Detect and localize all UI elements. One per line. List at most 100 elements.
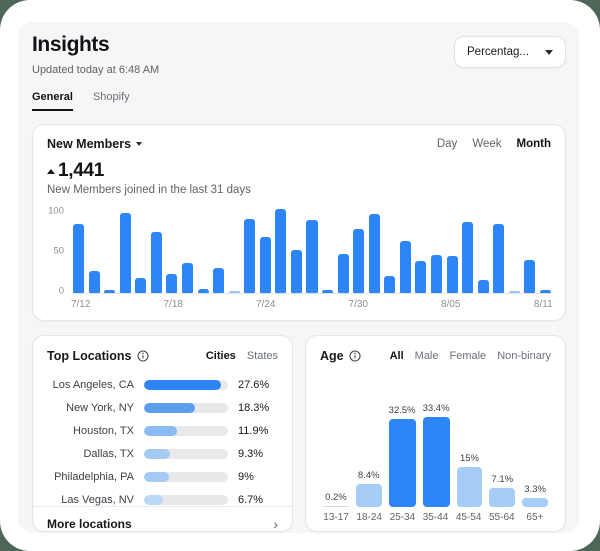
tab-all[interactable]: All bbox=[389, 350, 404, 362]
bar bbox=[539, 289, 551, 293]
age-title: Age bbox=[320, 349, 344, 363]
age-category: 65+ bbox=[526, 512, 544, 523]
page-header: Insights Updated today at 6:48 AM Percen… bbox=[32, 33, 566, 76]
location-value: 6.7% bbox=[238, 493, 264, 506]
filter-select-value: Percentag... bbox=[467, 46, 530, 58]
tab-non-binary[interactable]: Non-binary bbox=[497, 350, 551, 362]
bar bbox=[508, 291, 520, 293]
age-body: Age All Male Female Non-binary 0.2% 8. bbox=[306, 336, 565, 531]
x-tick-label: 8/11 bbox=[533, 299, 553, 310]
bars-container bbox=[73, 208, 551, 293]
age-value-label: 3.3% bbox=[524, 484, 546, 496]
top-locations-title-group: Top Locations bbox=[47, 349, 149, 363]
x-tick-label: 7/30 bbox=[348, 299, 368, 310]
age-column: 33.4% bbox=[422, 371, 450, 507]
bar bbox=[306, 219, 318, 293]
bar bbox=[399, 241, 411, 293]
age-category: 18-24 bbox=[356, 512, 382, 523]
x-tick-label: 7/24 bbox=[256, 299, 276, 310]
location-row: Dallas, TX 9.3% bbox=[47, 447, 278, 460]
age-category: 45-54 bbox=[455, 512, 482, 523]
bar bbox=[290, 250, 302, 293]
bar bbox=[104, 290, 116, 293]
bar bbox=[384, 275, 396, 293]
age-category: 25-34 bbox=[389, 512, 416, 523]
new-members-subtitle: New Members joined in the last 31 days bbox=[47, 184, 251, 196]
location-value: 27.6% bbox=[238, 378, 270, 391]
new-members-value-row: 1,441 bbox=[47, 160, 551, 182]
location-value: 9.3% bbox=[238, 447, 264, 460]
age-category: 35-44 bbox=[422, 512, 449, 523]
bar bbox=[275, 208, 287, 293]
location-label: Dallas, TX bbox=[83, 447, 134, 460]
tab-shopify[interactable]: Shopify bbox=[92, 91, 130, 103]
age-chart: 0.2% 8.4% 32.5% 33.4% 15% 7.1% 3.3% bbox=[320, 371, 551, 507]
bar bbox=[259, 237, 271, 293]
bar bbox=[493, 224, 505, 293]
new-members-title: New Members bbox=[47, 137, 132, 151]
percentage-filter-select[interactable]: Percentag... bbox=[454, 36, 566, 68]
bar bbox=[135, 278, 147, 293]
location-row: Las Vegas, NV 6.7% bbox=[47, 493, 278, 506]
age-column: 7.1% bbox=[489, 371, 516, 507]
age-value-label: 8.4% bbox=[357, 470, 380, 482]
location-row: New York, NY 18.3% bbox=[47, 401, 278, 414]
tab-general[interactable]: General bbox=[32, 91, 73, 111]
bar bbox=[415, 261, 427, 293]
location-value: 11.9% bbox=[238, 424, 269, 437]
bar bbox=[388, 419, 416, 507]
location-bar-track bbox=[144, 425, 228, 436]
age-value-label: 15% bbox=[459, 452, 479, 464]
location-bar-fill bbox=[144, 471, 170, 482]
top-locations-header: Top Locations Cities States bbox=[47, 349, 278, 363]
new-members-metric-select[interactable]: New Members bbox=[47, 137, 143, 151]
tab-cities[interactable]: Cities bbox=[205, 350, 236, 362]
info-icon[interactable] bbox=[136, 350, 149, 362]
period-tab-day[interactable]: Day bbox=[436, 138, 458, 150]
updated-timestamp: Updated today at 6:48 AM bbox=[32, 64, 160, 76]
location-bar-fill bbox=[144, 402, 196, 413]
info-icon[interactable] bbox=[349, 350, 361, 362]
tab-female[interactable]: Female bbox=[449, 350, 487, 362]
bar bbox=[462, 222, 474, 293]
location-bar-fill bbox=[144, 494, 163, 505]
bar bbox=[430, 255, 442, 293]
location-label: Las Vegas, NV bbox=[61, 493, 134, 506]
plot-area bbox=[73, 208, 551, 294]
location-bar-track bbox=[144, 471, 228, 482]
age-value-label: 0.2% bbox=[325, 492, 347, 503]
y-tick: 50 bbox=[53, 245, 64, 257]
age-category: 13-17 bbox=[323, 512, 349, 523]
period-tab-week[interactable]: Week bbox=[472, 138, 502, 150]
age-column: 15% bbox=[456, 371, 483, 507]
page-title: Insights bbox=[32, 33, 110, 56]
tab-states[interactable]: States bbox=[246, 350, 278, 362]
page-surface: Insights Updated today at 6:48 AM Percen… bbox=[18, 22, 579, 533]
bar bbox=[353, 228, 365, 293]
bar bbox=[119, 213, 131, 293]
tab-male[interactable]: Male bbox=[414, 350, 439, 362]
bottom-cards-row: Top Locations Cities States Los Angeles,… bbox=[32, 335, 566, 532]
age-title-group: Age bbox=[320, 349, 361, 363]
y-tick: 100 bbox=[48, 205, 64, 217]
header-text: Insights Updated today at 6:48 AM bbox=[32, 33, 159, 76]
bar bbox=[323, 506, 349, 507]
x-tick-label: 7/18 bbox=[163, 299, 183, 310]
location-bar-fill bbox=[144, 379, 222, 390]
age-gender-tabs: All Male Female Non-binary bbox=[390, 350, 551, 362]
age-column: 0.2% bbox=[323, 371, 349, 507]
bar bbox=[337, 254, 349, 293]
period-tabs: Day Week Month bbox=[437, 138, 551, 150]
age-value-label: 33.4% bbox=[422, 402, 450, 414]
age-column: 8.4% bbox=[355, 371, 382, 507]
new-members-value: 1,441 bbox=[58, 160, 105, 181]
bar bbox=[322, 289, 334, 293]
bar bbox=[244, 219, 256, 293]
period-tab-month[interactable]: Month bbox=[516, 138, 551, 150]
more-locations-label: More locations bbox=[47, 517, 132, 531]
bar bbox=[355, 484, 382, 507]
bar bbox=[88, 270, 100, 293]
age-header: Age All Male Female Non-binary bbox=[320, 349, 551, 363]
more-locations-link[interactable]: More locations › bbox=[33, 506, 292, 542]
